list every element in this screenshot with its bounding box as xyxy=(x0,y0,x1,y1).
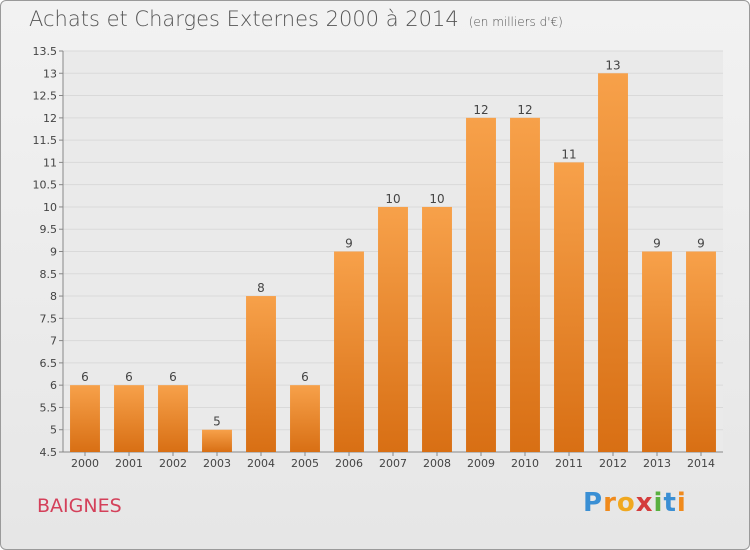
y-tick-label: 9 xyxy=(50,246,57,259)
bar-2014 xyxy=(686,251,716,452)
data-label: 10 xyxy=(429,192,444,206)
bar-2001 xyxy=(114,385,144,452)
bar-2007 xyxy=(378,206,408,452)
x-tick-label: 2001 xyxy=(115,457,143,470)
data-label: 6 xyxy=(301,370,309,384)
x-tick-label: 2005 xyxy=(291,457,319,470)
x-tick-label: 2013 xyxy=(643,457,671,470)
bar-2005 xyxy=(290,385,320,452)
bar-2008 xyxy=(422,206,452,452)
y-tick-label: 13.5 xyxy=(33,45,58,58)
data-label: 9 xyxy=(345,237,353,251)
y-tick-label: 5.5 xyxy=(40,401,58,414)
y-tick-label: 9.5 xyxy=(40,223,58,236)
data-label: 5 xyxy=(213,415,221,429)
data-label: 12 xyxy=(517,103,532,117)
y-tick-label: 7.5 xyxy=(40,312,58,325)
data-label: 10 xyxy=(385,192,400,206)
x-tick-label: 2007 xyxy=(379,457,407,470)
x-tick-label: 2003 xyxy=(203,457,231,470)
data-label: 13 xyxy=(605,58,620,72)
data-label: 6 xyxy=(169,370,177,384)
y-tick-label: 11 xyxy=(43,156,57,169)
y-tick-label: 6.5 xyxy=(40,357,58,370)
bar-2003 xyxy=(202,429,232,452)
x-tick-label: 2000 xyxy=(71,457,99,470)
data-label: 9 xyxy=(697,237,705,251)
data-label: 11 xyxy=(561,147,576,161)
x-tick-label: 2009 xyxy=(467,457,495,470)
x-tick-label: 2006 xyxy=(335,457,363,470)
chart-title-text: Achats et Charges Externes 2000 à 2014 xyxy=(29,7,459,31)
bar-2002 xyxy=(158,385,188,452)
chart-title: Achats et Charges Externes 2000 à 2014 (e… xyxy=(29,7,563,31)
bar-2013 xyxy=(642,251,672,452)
data-label: 12 xyxy=(473,103,488,117)
bar-2000 xyxy=(70,385,100,452)
bar-2010 xyxy=(510,117,540,452)
bar-2009 xyxy=(466,117,496,452)
y-tick-label: 7 xyxy=(50,335,57,348)
x-tick-label: 2008 xyxy=(423,457,451,470)
bar-2006 xyxy=(334,251,364,452)
bars-layer xyxy=(70,73,716,453)
y-tick-label: 4.5 xyxy=(40,446,58,459)
bar-2004 xyxy=(246,296,276,452)
x-tick-label: 2011 xyxy=(555,457,583,470)
x-tick-label: 2012 xyxy=(599,457,627,470)
data-label: 6 xyxy=(125,370,133,384)
proxiti-logo: Proxiti xyxy=(583,488,687,518)
data-label: 9 xyxy=(653,237,661,251)
x-tick-label: 2014 xyxy=(687,457,715,470)
y-tick-label: 6 xyxy=(50,379,57,392)
labels-layer: 6 6 6 5 8 6 9 10 10 12 12 11 13 9 9 xyxy=(81,58,705,428)
data-label: 6 xyxy=(81,370,89,384)
y-tick-label: 5 xyxy=(50,424,57,437)
x-tick-label: 2004 xyxy=(247,457,275,470)
y-tick-label: 13 xyxy=(43,67,57,80)
y-tick-label: 11.5 xyxy=(33,134,58,147)
data-label: 8 xyxy=(257,281,265,295)
y-tick-label: 12 xyxy=(43,112,57,125)
y-tick-label: 10 xyxy=(43,201,57,214)
x-tick-label: 2002 xyxy=(159,457,187,470)
y-tick-label: 12.5 xyxy=(33,90,58,103)
bar-2012 xyxy=(598,73,628,453)
x-tick-label: 2010 xyxy=(511,457,539,470)
location-label: BAIGNES xyxy=(37,495,122,517)
bar-2011 xyxy=(554,162,584,452)
chart-subtitle: (en milliers d'€) xyxy=(468,15,563,29)
y-tick-label: 8 xyxy=(50,290,57,303)
y-tick-label: 10.5 xyxy=(33,179,58,192)
y-tick-label: 8.5 xyxy=(40,268,58,281)
